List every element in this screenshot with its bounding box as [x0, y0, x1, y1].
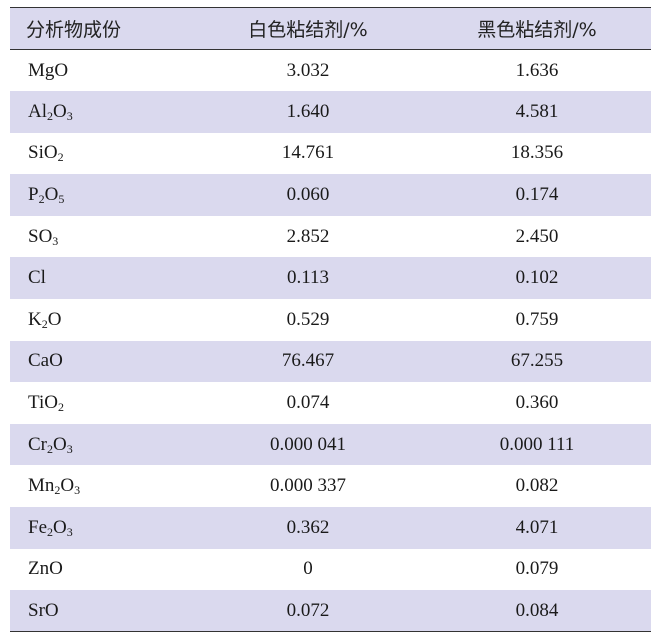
- cell-component: MgO: [10, 50, 193, 92]
- formula-subscript: 2: [38, 192, 45, 207]
- formula-text: SO: [28, 225, 53, 247]
- formula-subscript: 3: [74, 483, 81, 498]
- cell-component: Cr2O3: [10, 424, 193, 466]
- cell-white-binder: 14.761: [281, 142, 335, 164]
- table-row: SO3 2.852 2.450: [10, 215, 651, 258]
- formula-subscript: 2: [57, 150, 64, 165]
- cell-component: Mn2O3: [10, 465, 193, 507]
- cell-white-binder: 0.060: [286, 184, 330, 206]
- cell-black-binder: 4.581: [515, 100, 559, 122]
- formula-subscript: 2: [54, 483, 61, 498]
- formula-text: Fe: [28, 516, 47, 538]
- table-row: Fe2O3 0.362 4.071: [10, 507, 651, 549]
- formula-text: O: [53, 516, 67, 538]
- cell-component: P2O5: [10, 174, 193, 216]
- cell-component: Cl: [10, 257, 193, 299]
- table-row: ZnO 0 0.079: [10, 548, 651, 591]
- table-row: SiO2 14.761 18.356: [10, 132, 651, 175]
- formula-subscript: 2: [47, 524, 53, 539]
- cell-white-binder: 1.640: [286, 100, 330, 122]
- formula-text: TiO: [28, 392, 58, 414]
- cell-black-binder: 0.174: [515, 184, 559, 206]
- cell-black-binder: 2.450: [515, 225, 559, 247]
- cell-black-binder: 18.356: [510, 142, 564, 164]
- formula-subscript: 2: [47, 108, 53, 123]
- formula-text: Mn: [28, 475, 55, 497]
- formula-subscript: 3: [66, 524, 73, 539]
- table-row: K2O 0.529 0.759: [10, 299, 651, 341]
- cell-component: SrO: [10, 590, 193, 633]
- formula-text: O: [60, 475, 75, 497]
- header-white-binder: 白色粘结剂/%: [193, 7, 423, 50]
- cell-black-binder: 4.071: [515, 516, 559, 538]
- cell-black-binder: 67.255: [510, 350, 564, 372]
- table-header: 分析物成份 白色粘结剂/% 黑色粘结剂/%: [10, 7, 651, 50]
- table-row: Al2O3 1.640 4.581: [10, 91, 651, 133]
- formula-subscript: 3: [52, 233, 59, 248]
- cell-black-binder: 0.000 111: [499, 433, 575, 455]
- cell-white-binder: 2.852: [286, 225, 330, 247]
- formula-text: Al: [28, 100, 47, 122]
- formula-subscript: 5: [58, 192, 65, 207]
- formula-text: O: [53, 433, 67, 455]
- formula-subscript: 3: [66, 108, 73, 123]
- table-row: CaO 76.467 67.255: [10, 340, 651, 383]
- header-black-binder: 黑色粘结剂/%: [423, 7, 651, 50]
- formula-text: SrO: [28, 599, 59, 621]
- cell-black-binder: 0.360: [515, 392, 559, 414]
- cell-component: Al2O3: [10, 91, 193, 133]
- formula-subscript: 2: [57, 400, 64, 415]
- formula-text: MgO: [28, 59, 69, 81]
- cell-white-binder: 0.113: [286, 267, 330, 289]
- cell-white-binder: 0.529: [286, 308, 330, 330]
- table-row: Cr2O3 0.000 041 0.000 111: [10, 423, 651, 466]
- composition-table: 分析物成份 白色粘结剂/% 黑色粘结剂/% MgO 3.032 1.636 Al2O3…: [10, 7, 651, 633]
- formula-text: CaO: [28, 350, 63, 372]
- cell-component: ZnO: [10, 549, 193, 591]
- table-row: TiO2 0.074 0.360: [10, 382, 651, 424]
- formula-text: P: [28, 184, 39, 206]
- table-row: SrO 0.072 0.084: [10, 590, 651, 633]
- formula-subscript: 2: [47, 441, 53, 456]
- cell-black-binder: 0.082: [515, 475, 559, 497]
- formula-text: O: [47, 308, 62, 330]
- cell-component: SO3: [10, 216, 193, 258]
- cell-white-binder: 0.000 041: [270, 433, 346, 455]
- formula-text: O: [44, 184, 59, 206]
- cell-white-binder: 0: [303, 558, 313, 580]
- cell-white-binder: 0.074: [286, 392, 330, 414]
- cell-component: TiO2: [10, 382, 193, 424]
- cell-component: K2O: [10, 299, 193, 341]
- formula-text: SiO: [28, 142, 58, 164]
- table-body: MgO 3.032 1.636 Al2O3 1.640 4.581 SiO2 14.761 18…: [10, 49, 651, 633]
- cell-white-binder: 76.467: [281, 350, 335, 372]
- formula-text: Cl: [28, 267, 46, 289]
- table-row: MgO 3.032 1.636: [10, 49, 651, 92]
- cell-component: CaO: [10, 341, 193, 383]
- cell-component: SiO2: [10, 133, 193, 175]
- cell-black-binder: 0.084: [423, 590, 651, 633]
- formula-subscript: 3: [66, 441, 73, 456]
- cell-white-binder: 0.072: [193, 590, 423, 633]
- header-component: 分析物成份: [10, 7, 193, 50]
- formula-text: ZnO: [28, 558, 63, 580]
- composition-table-container: 分析物成份 白色粘结剂/% 黑色粘结剂/% MgO 3.032 1.636 Al2O3…: [10, 7, 651, 633]
- header-row: 分析物成份 白色粘结剂/% 黑色粘结剂/%: [10, 7, 651, 50]
- cell-black-binder: 0.079: [515, 558, 559, 580]
- formula-text: Cr: [28, 433, 47, 455]
- cell-black-binder: 1.636: [515, 59, 559, 81]
- formula-text: O: [53, 100, 67, 122]
- cell-component: Fe2O3: [10, 507, 193, 549]
- cell-white-binder: 3.032: [286, 59, 330, 81]
- table-row: Cl 0.113 0.102: [10, 257, 651, 300]
- table-row: P2O5 0.060 0.174: [10, 174, 651, 216]
- cell-white-binder: 0.000 337: [270, 475, 346, 497]
- cell-black-binder: 0.102: [515, 267, 559, 289]
- cell-white-binder: 0.362: [286, 516, 330, 538]
- cell-black-binder: 0.759: [515, 308, 559, 330]
- table-row: Mn2O3 0.000 337 0.082: [10, 465, 651, 508]
- formula-subscript: 2: [41, 316, 48, 331]
- formula-text: K: [28, 308, 42, 330]
